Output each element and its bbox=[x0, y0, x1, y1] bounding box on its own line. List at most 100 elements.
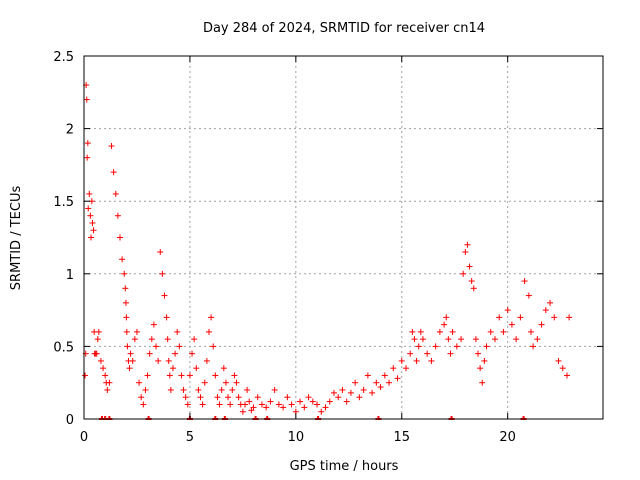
data-point bbox=[186, 372, 193, 379]
data-point bbox=[407, 350, 414, 357]
data-point bbox=[447, 350, 454, 357]
data-point bbox=[121, 270, 128, 277]
data-point bbox=[443, 314, 450, 321]
data-point bbox=[297, 398, 304, 405]
grid-lines bbox=[84, 56, 603, 419]
chart-title: Day 284 of 2024, SRMTID for receiver cn1… bbox=[203, 21, 485, 36]
data-point bbox=[195, 386, 202, 393]
data-point bbox=[126, 365, 133, 372]
data-point bbox=[398, 357, 405, 364]
data-point bbox=[322, 404, 329, 411]
data-point bbox=[122, 299, 129, 306]
data-point bbox=[483, 343, 490, 350]
axis-ticks: 0 5 10 15 20 0 0.5 1 1.5 2 2.5 bbox=[53, 50, 603, 445]
data-point bbox=[288, 401, 295, 408]
data-point bbox=[167, 386, 174, 393]
data-point bbox=[93, 350, 100, 357]
data-point bbox=[432, 343, 439, 350]
data-point bbox=[184, 401, 191, 408]
data-point bbox=[123, 328, 130, 335]
data-point bbox=[153, 343, 160, 350]
data-point bbox=[244, 386, 251, 393]
data-point bbox=[500, 328, 507, 335]
data-point bbox=[144, 372, 151, 379]
data-point bbox=[89, 219, 96, 226]
x-axis-label: GPS time / hours bbox=[290, 459, 399, 474]
data-point bbox=[538, 321, 545, 328]
data-point bbox=[441, 321, 448, 328]
data-point bbox=[462, 249, 469, 256]
data-point bbox=[174, 328, 181, 335]
data-point bbox=[208, 314, 215, 321]
data-point bbox=[301, 404, 308, 411]
data-point bbox=[527, 328, 534, 335]
data-point bbox=[377, 384, 384, 391]
data-point bbox=[231, 372, 238, 379]
data-point bbox=[216, 401, 223, 408]
data-point bbox=[305, 394, 312, 401]
data-point bbox=[110, 169, 117, 176]
data-point bbox=[90, 227, 97, 234]
data-point bbox=[119, 256, 126, 263]
data-point bbox=[133, 328, 140, 335]
data-point bbox=[201, 379, 208, 386]
data-point bbox=[373, 379, 380, 386]
data-point bbox=[517, 314, 524, 321]
data-point bbox=[131, 336, 138, 343]
data-point bbox=[191, 336, 198, 343]
data-point bbox=[472, 336, 479, 343]
data-point bbox=[114, 212, 121, 219]
data-point bbox=[460, 270, 467, 277]
data-point bbox=[117, 234, 124, 241]
data-point bbox=[318, 408, 325, 415]
data-point bbox=[477, 365, 484, 372]
data-point bbox=[415, 343, 422, 350]
data-point bbox=[413, 357, 420, 364]
data-point bbox=[547, 299, 554, 306]
data-point bbox=[229, 386, 236, 393]
data-points bbox=[82, 82, 573, 415]
data-point bbox=[246, 398, 253, 405]
y-tick-label: 0 bbox=[66, 413, 74, 428]
data-point bbox=[148, 336, 155, 343]
data-point bbox=[225, 394, 232, 401]
data-point bbox=[521, 278, 528, 285]
data-point bbox=[106, 379, 113, 386]
data-point bbox=[504, 307, 511, 314]
data-point bbox=[417, 328, 424, 335]
data-point bbox=[445, 336, 452, 343]
data-point bbox=[97, 357, 104, 364]
data-point bbox=[470, 285, 477, 292]
data-point bbox=[205, 328, 212, 335]
data-point bbox=[235, 394, 242, 401]
data-point bbox=[104, 386, 111, 393]
data-point bbox=[123, 314, 130, 321]
data-point bbox=[136, 379, 143, 386]
data-point bbox=[146, 350, 153, 357]
data-point bbox=[419, 336, 426, 343]
data-point bbox=[347, 389, 354, 396]
data-point bbox=[284, 394, 291, 401]
plot-frame bbox=[83, 55, 604, 420]
data-point bbox=[241, 401, 248, 408]
data-point bbox=[559, 365, 566, 372]
data-point bbox=[464, 241, 471, 248]
data-point bbox=[108, 143, 115, 150]
data-point bbox=[112, 190, 119, 197]
data-point bbox=[436, 328, 443, 335]
data-point bbox=[233, 379, 240, 386]
data-point bbox=[212, 372, 219, 379]
data-point bbox=[356, 394, 363, 401]
data-point bbox=[381, 372, 388, 379]
data-point bbox=[513, 336, 520, 343]
data-point bbox=[87, 212, 94, 219]
data-point bbox=[129, 357, 136, 364]
y-tick-label: 1.5 bbox=[53, 195, 74, 210]
data-point bbox=[87, 234, 94, 241]
data-point bbox=[150, 321, 157, 328]
data-point bbox=[402, 365, 409, 372]
data-point bbox=[193, 365, 200, 372]
data-point bbox=[453, 343, 460, 350]
data-point bbox=[555, 357, 562, 364]
